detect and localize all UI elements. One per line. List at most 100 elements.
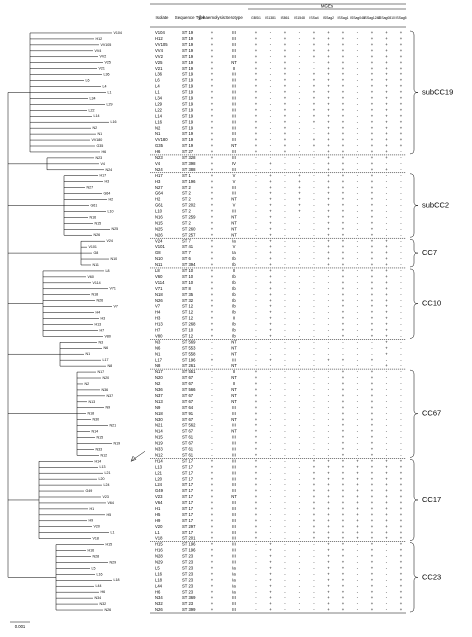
mge-cell: + — [371, 179, 374, 184]
mge-cell: - — [255, 363, 257, 368]
serotype: NT — [231, 375, 237, 380]
serotype: III — [232, 42, 236, 47]
mge-cell: + — [313, 30, 316, 35]
mge-cell: + — [327, 30, 330, 35]
mge-cell: - — [255, 274, 257, 279]
mge-cell: + — [356, 476, 359, 481]
haemolysis: + — [211, 232, 214, 237]
mge-cell: + — [342, 96, 345, 101]
mge-cell: + — [371, 488, 374, 493]
mge-cell: + — [371, 458, 374, 463]
serotype: NT — [231, 393, 237, 398]
mge-cell: - — [255, 595, 257, 600]
mge-cell: + — [327, 530, 330, 535]
mge-cell: - — [299, 530, 301, 535]
mge-cell: - — [284, 369, 286, 374]
mge-cell: + — [342, 381, 345, 386]
mge-cell: + — [371, 589, 374, 594]
mge-cell: - — [284, 548, 286, 553]
haemolysis: + — [211, 280, 214, 285]
mge-cell: - — [284, 506, 286, 511]
mge-cell: - — [299, 339, 301, 344]
isolate: N6 — [155, 345, 161, 350]
tree-leaf-label: VV4 — [95, 49, 102, 53]
mge-cell: - — [357, 30, 359, 35]
sequence-type: ST 196 — [182, 179, 196, 184]
tree-leaf-label: V64 — [108, 501, 114, 505]
haemolysis: + — [211, 589, 214, 594]
mge-cell: + — [255, 375, 258, 380]
serotype: III — [232, 84, 236, 89]
mge-cell: - — [357, 589, 359, 594]
haemolysis: + — [211, 565, 214, 570]
haemolysis: + — [211, 601, 214, 606]
mge-cell: + — [356, 488, 359, 493]
mge-cell: - — [313, 441, 315, 446]
tree-leaf-label: L21 — [105, 471, 111, 475]
mge-cell: + — [342, 357, 345, 362]
mge-cell: - — [270, 339, 272, 344]
mge-cell: + — [371, 191, 374, 196]
mge-cell: + — [371, 274, 374, 279]
mge-cell: - — [328, 399, 330, 404]
mge-cell: + — [255, 458, 258, 463]
tree-leaf-label: N20 — [103, 376, 110, 380]
mge-cell: + — [327, 36, 330, 41]
mge-cell: - — [270, 393, 272, 398]
sequence-type: ST 23 — [182, 565, 194, 570]
mge-cell: + — [400, 131, 403, 136]
haemolysis: + — [211, 36, 214, 41]
haemolysis: - — [211, 435, 213, 440]
mge-cell: + — [255, 387, 258, 392]
mge-cell: - — [400, 333, 402, 338]
sequence-type: ST 17 — [182, 500, 194, 505]
haemolysis: + — [211, 185, 214, 190]
mge-cell: - — [400, 435, 402, 440]
sequence-type: ST 67 — [182, 381, 194, 386]
mge-cell: - — [255, 322, 257, 327]
isolate: N15 — [155, 435, 163, 440]
serotype: NT — [231, 345, 237, 350]
mge-cell: - — [400, 387, 402, 392]
mge-cell: + — [371, 238, 374, 243]
isolate: L6 — [155, 78, 160, 83]
mge-cell: + — [385, 310, 388, 315]
mge-cell: + — [400, 113, 403, 118]
mge-cell: - — [255, 554, 257, 559]
sequence-type: ST 328 — [182, 155, 196, 160]
mge-cell: + — [371, 197, 374, 202]
haemolysis: + — [211, 286, 214, 291]
mge-cell: + — [269, 571, 272, 576]
haemolysis: + — [211, 30, 214, 35]
isolate: V7 — [155, 304, 161, 309]
isolate: G35 — [155, 143, 164, 148]
mge-cell: - — [255, 351, 257, 356]
mge-cell: - — [284, 322, 286, 327]
mge-cell: - — [400, 429, 402, 434]
mge-cell: - — [357, 226, 359, 231]
mge-cell: - — [357, 185, 359, 190]
mge-cell: + — [400, 470, 403, 475]
serotype: III — [232, 167, 236, 172]
mge-cell: - — [313, 226, 315, 231]
mge-cell: - — [328, 304, 330, 309]
tree-leaf-label: N30 — [93, 418, 100, 422]
mge-cell: - — [284, 363, 286, 368]
mge-cell: + — [342, 286, 345, 291]
serotype: III — [232, 36, 236, 41]
mge-cell: + — [255, 435, 258, 440]
haemolysis: + — [211, 197, 214, 202]
mge-cell: + — [327, 48, 330, 53]
haemolysis: + — [211, 119, 214, 124]
mge-cell: - — [270, 54, 272, 59]
mge-cell: - — [299, 72, 301, 77]
serotype: III — [232, 554, 236, 559]
mge-cell: - — [400, 280, 402, 285]
mge-cell: - — [255, 333, 257, 338]
mge-cell: - — [357, 167, 359, 172]
tree-leaf-label: V23 — [103, 495, 109, 499]
tree-leaf-label: N24 — [106, 168, 113, 172]
mge-cell: - — [386, 447, 388, 452]
mge-cell: - — [284, 452, 286, 457]
mge-cell: + — [313, 36, 316, 41]
